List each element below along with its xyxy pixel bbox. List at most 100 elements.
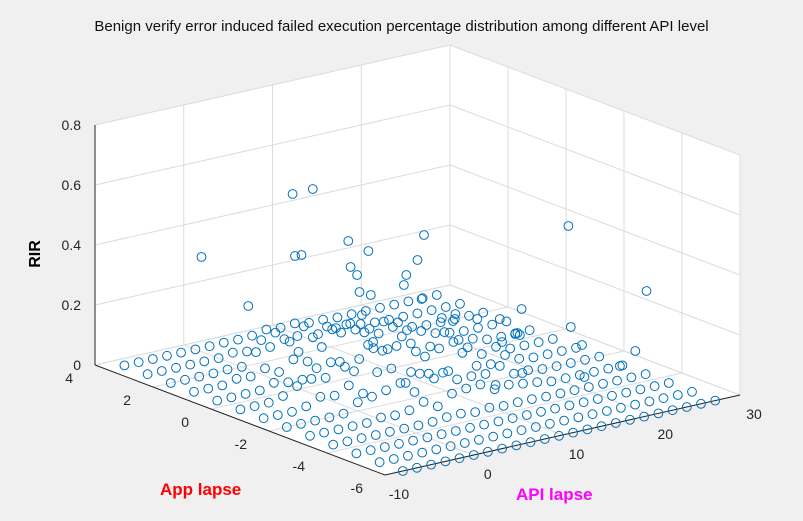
y-axis-line bbox=[94, 364, 386, 476]
data-point bbox=[311, 363, 322, 374]
data-point bbox=[436, 429, 447, 440]
data-point bbox=[493, 416, 504, 427]
data-point bbox=[375, 302, 385, 313]
wall-gridline bbox=[449, 44, 741, 156]
data-point bbox=[190, 344, 201, 355]
data-point bbox=[536, 406, 546, 417]
data-point bbox=[254, 385, 265, 396]
data-point bbox=[482, 334, 492, 345]
data-point bbox=[525, 437, 536, 448]
data-point bbox=[607, 390, 617, 401]
data-point bbox=[385, 426, 395, 437]
data-point bbox=[269, 377, 279, 388]
data-point bbox=[176, 347, 187, 358]
data-point bbox=[465, 422, 475, 433]
data-point bbox=[466, 371, 477, 382]
data-point bbox=[304, 317, 314, 328]
data-point bbox=[263, 397, 274, 408]
data-point bbox=[653, 408, 664, 419]
data-point bbox=[472, 314, 483, 324]
data-point bbox=[443, 366, 454, 377]
data-point bbox=[185, 359, 196, 370]
wall-gridline bbox=[94, 224, 451, 306]
data-point bbox=[258, 413, 269, 424]
data-point bbox=[388, 454, 399, 464]
data-point bbox=[514, 353, 525, 364]
data-point bbox=[227, 347, 238, 358]
data-point bbox=[147, 354, 158, 364]
data-point bbox=[402, 325, 412, 336]
data-point bbox=[582, 424, 593, 435]
x-tick-label: 30 bbox=[746, 406, 762, 422]
wall-gridline bbox=[94, 164, 451, 246]
data-point bbox=[403, 450, 413, 461]
data-point bbox=[419, 230, 429, 240]
data-point bbox=[598, 378, 608, 389]
data-point bbox=[573, 412, 584, 423]
data-point bbox=[641, 286, 652, 296]
data-point bbox=[448, 337, 459, 347]
data-point bbox=[480, 369, 491, 379]
data-point bbox=[261, 324, 272, 335]
data-point bbox=[292, 381, 303, 392]
data-point bbox=[427, 417, 438, 427]
data-point bbox=[432, 401, 443, 412]
data-point bbox=[533, 337, 544, 348]
data-point bbox=[412, 308, 423, 319]
data-point bbox=[293, 347, 304, 357]
data-point bbox=[434, 343, 445, 354]
data-point bbox=[518, 378, 528, 389]
data-point bbox=[324, 412, 335, 423]
x-tick-label: 20 bbox=[657, 426, 673, 442]
data-point bbox=[301, 401, 312, 412]
data-point bbox=[563, 221, 574, 231]
data-point bbox=[242, 346, 252, 357]
data-point bbox=[133, 357, 144, 368]
data-point bbox=[635, 384, 646, 395]
data-point bbox=[313, 329, 323, 340]
data-point bbox=[406, 367, 416, 377]
data-point bbox=[359, 327, 370, 338]
data-point bbox=[226, 392, 237, 403]
data-point bbox=[431, 290, 442, 300]
data-point bbox=[372, 367, 383, 378]
data-point bbox=[444, 327, 455, 338]
data-point bbox=[464, 310, 474, 321]
data-point bbox=[278, 391, 288, 401]
data-point bbox=[478, 307, 489, 318]
data-point bbox=[275, 322, 286, 333]
data-point bbox=[455, 298, 465, 309]
data-point bbox=[681, 402, 692, 412]
data-point bbox=[283, 377, 294, 388]
data-point bbox=[512, 397, 523, 408]
data-point bbox=[603, 363, 614, 374]
data-point bbox=[352, 397, 363, 408]
data-point bbox=[343, 236, 354, 246]
data-point bbox=[391, 341, 402, 351]
data-point bbox=[516, 425, 527, 436]
wall-gridline bbox=[449, 104, 741, 216]
data-point bbox=[328, 439, 339, 450]
data-point bbox=[354, 354, 365, 364]
chart-title: Benign verify error induced failed execu… bbox=[94, 18, 709, 35]
data-point bbox=[272, 410, 283, 420]
data-point bbox=[290, 251, 300, 261]
data-point bbox=[397, 466, 408, 476]
data-point bbox=[208, 368, 219, 379]
data-point bbox=[233, 334, 243, 345]
data-point bbox=[461, 383, 472, 394]
data-point bbox=[471, 360, 482, 371]
data-point bbox=[412, 462, 422, 473]
data-point bbox=[316, 342, 327, 352]
data-point bbox=[592, 394, 603, 404]
data-point bbox=[319, 427, 330, 438]
data-point bbox=[398, 311, 409, 322]
data-point bbox=[417, 293, 428, 304]
data-point bbox=[468, 450, 479, 460]
data-point bbox=[318, 314, 329, 325]
data-point bbox=[467, 333, 478, 344]
data-point bbox=[556, 346, 567, 356]
data-point bbox=[400, 378, 411, 388]
data-point bbox=[395, 378, 406, 388]
data-point bbox=[490, 380, 501, 390]
